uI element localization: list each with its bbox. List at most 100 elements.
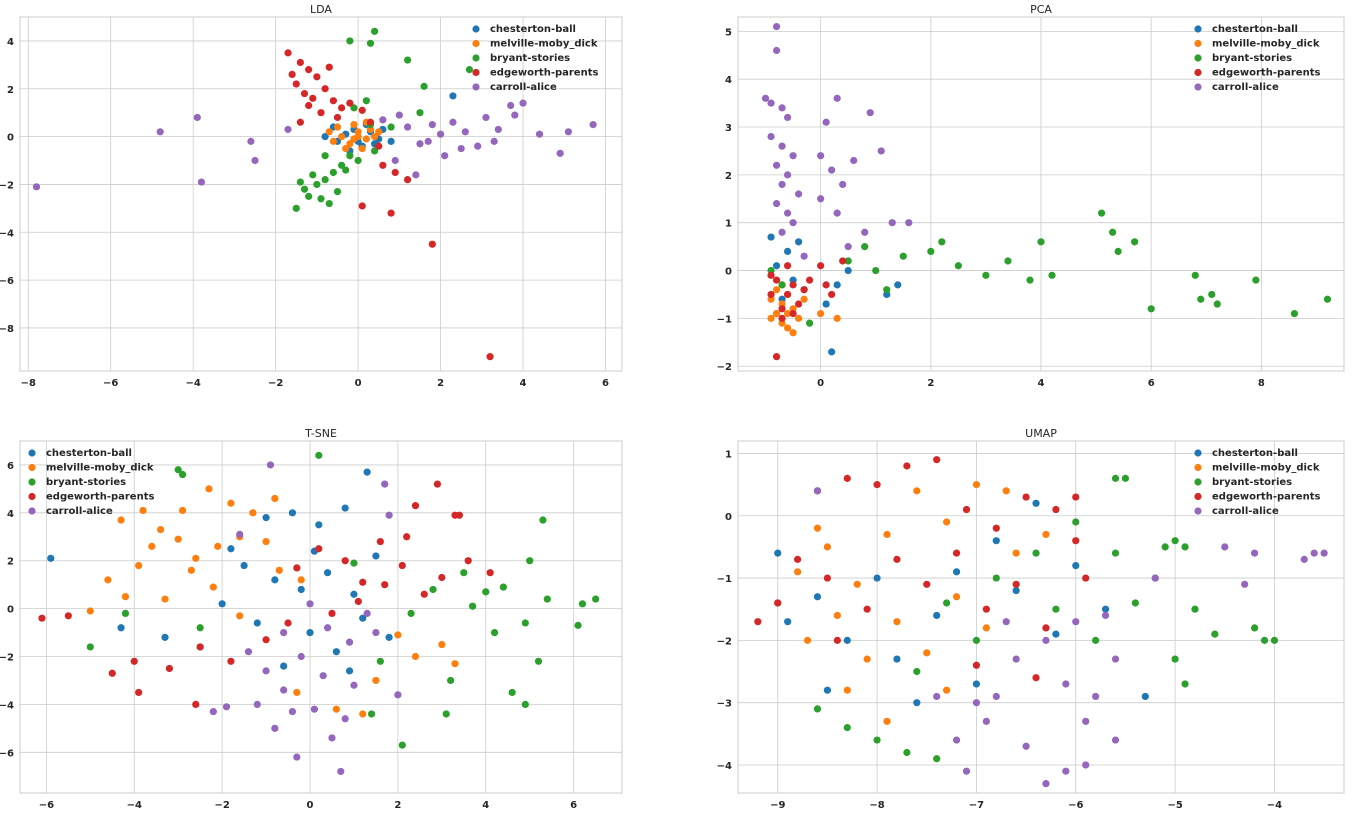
legend-marker xyxy=(472,83,480,91)
data-point-melville-moby_dick xyxy=(783,309,792,318)
data-point-bryant-stories xyxy=(1147,305,1155,313)
data-point-carroll-alice xyxy=(236,530,244,538)
data-point-bryant-stories xyxy=(843,723,851,732)
data-point-bryant-stories xyxy=(927,247,935,256)
data-point-bryant-stories xyxy=(1072,518,1080,526)
data-point-bryant-stories xyxy=(420,82,428,90)
data-point-bryant-stories xyxy=(913,667,921,676)
data-point-edgeworth-parents xyxy=(227,657,235,665)
x-tick-label: −5 xyxy=(1167,800,1182,811)
data-point-bryant-stories xyxy=(806,319,814,327)
data-point-carroll-alice xyxy=(933,692,941,701)
data-point-bryant-stories xyxy=(813,705,822,713)
data-point-edgeworth-parents xyxy=(359,578,367,586)
data-point-bryant-stories xyxy=(350,104,358,112)
data-point-melville-moby_dick xyxy=(325,128,333,136)
data-point-edgeworth-parents xyxy=(284,49,292,57)
plot-frame xyxy=(19,16,623,372)
data-point-bryant-stories xyxy=(1092,636,1100,644)
data-point-edgeworth-parents xyxy=(1072,493,1080,501)
data-point-bryant-stories xyxy=(346,152,354,160)
chart-panel-2: T-SNE −6 −4 −2 0 2 4 6 −6 −4 −2 0 2 4 6 chesterton-ball… xyxy=(0,427,623,811)
data-point-carroll-alice xyxy=(379,116,387,124)
legend-label: melville-moby_dick xyxy=(46,463,154,474)
data-point-melville-moby_dick xyxy=(943,518,951,526)
data-point-edgeworth-parents xyxy=(358,202,366,210)
data-point-bryant-stories xyxy=(578,600,587,608)
data-point-melville-moby_dick xyxy=(833,611,841,620)
legend-marker xyxy=(1194,39,1202,48)
data-point-carroll-alice xyxy=(772,46,781,55)
data-point-edgeworth-parents xyxy=(789,281,797,289)
data-point-bryant-stories xyxy=(321,176,329,184)
data-point-edgeworth-parents xyxy=(329,97,337,105)
data-point-carroll-alice xyxy=(284,125,292,134)
data-point-bryant-stories xyxy=(1037,238,1045,246)
data-point-melville-moby_dick xyxy=(209,583,217,591)
data-point-bryant-stories xyxy=(333,188,342,196)
chart-title: T-SNE xyxy=(304,427,337,440)
data-point-bryant-stories xyxy=(883,286,891,294)
data-point-melville-moby_dick xyxy=(833,314,841,322)
data-point-chesterton-ball xyxy=(288,509,297,517)
data-point-edgeworth-parents xyxy=(381,581,389,589)
data-point-carroll-alice xyxy=(197,178,206,186)
data-point-bryant-stories xyxy=(329,168,337,177)
x-tick-label: −2 xyxy=(214,800,229,811)
data-point-edgeworth-parents xyxy=(952,549,961,557)
data-point-bryant-stories xyxy=(309,171,317,179)
data-point-bryant-stories xyxy=(403,56,412,64)
data-point-edgeworth-parents xyxy=(292,80,300,88)
data-point-chesterton-ball xyxy=(350,590,358,598)
data-point-bryant-stories xyxy=(1109,228,1117,236)
y-tick-label: 6 xyxy=(7,461,14,472)
data-point-bryant-stories xyxy=(1323,295,1332,303)
data-point-chesterton-ball xyxy=(385,633,393,641)
data-point-melville-moby_dick xyxy=(438,640,446,649)
data-point-melville-moby_dick xyxy=(451,660,459,668)
data-point-melville-moby_dick xyxy=(972,481,981,489)
data-point-carroll-alice xyxy=(1101,611,1110,620)
data-point-bryant-stories xyxy=(1026,276,1034,284)
data-point-carroll-alice xyxy=(372,628,380,637)
data-point-bryant-stories xyxy=(325,199,333,208)
data-point-carroll-alice xyxy=(772,161,781,169)
data-point-melville-moby_dick xyxy=(883,530,891,539)
data-point-chesterton-ball xyxy=(47,554,55,562)
legend-marker xyxy=(1194,492,1202,501)
data-point-chesterton-ball xyxy=(772,262,781,270)
data-point-melville-moby_dick xyxy=(117,516,125,524)
data-point-bryant-stories xyxy=(468,602,477,610)
data-point-edgeworth-parents xyxy=(923,580,931,588)
data-point-bryant-stories xyxy=(321,152,329,160)
data-point-carroll-alice xyxy=(1111,736,1120,744)
data-point-edgeworth-parents xyxy=(325,63,333,71)
data-point-carroll-alice xyxy=(1320,549,1328,557)
data-point-edgeworth-parents xyxy=(317,109,325,117)
data-point-melville-moby_dick xyxy=(332,705,340,713)
data-point-melville-moby_dick xyxy=(178,506,187,515)
data-point-bryant-stories xyxy=(1131,599,1139,607)
data-point-edgeworth-parents xyxy=(992,524,1000,532)
data-point-carroll-alice xyxy=(341,715,349,723)
y-tick-label: 1 xyxy=(725,449,732,460)
data-point-edgeworth-parents xyxy=(795,300,803,308)
data-point-bryant-stories xyxy=(442,710,450,718)
legend-marker xyxy=(28,492,36,501)
legend-label: carroll-alice xyxy=(1212,82,1279,93)
data-point-edgeworth-parents xyxy=(767,290,775,299)
data-point-melville-moby_dick xyxy=(275,566,283,574)
data-point-chesterton-ball xyxy=(359,614,367,622)
data-point-chesterton-ball xyxy=(240,561,248,570)
data-point-edgeworth-parents xyxy=(321,85,329,93)
data-point-melville-moby_dick xyxy=(174,535,182,543)
data-point-bryant-stories xyxy=(1250,624,1259,632)
data-point-bryant-stories xyxy=(1052,605,1060,613)
data-point-melville-moby_dick xyxy=(952,593,961,601)
data-point-carroll-alice xyxy=(839,180,847,189)
legend-label: chesterton-ball xyxy=(46,448,132,459)
data-point-melville-moby_dick xyxy=(913,487,921,495)
y-tick-label: 0 xyxy=(7,133,14,144)
data-point-chesterton-ball xyxy=(280,662,288,670)
data-point-melville-moby_dick xyxy=(350,135,358,143)
